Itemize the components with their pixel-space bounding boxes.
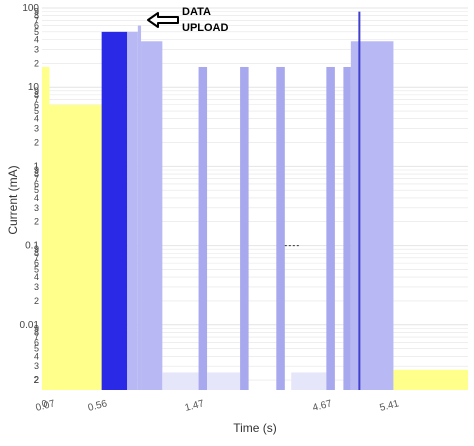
y-tick-label: 9 bbox=[34, 244, 39, 254]
y-tick-label: 3 bbox=[34, 203, 39, 213]
bar-pulse-7 bbox=[198, 66, 208, 390]
y-tick-label: 3 bbox=[34, 44, 39, 54]
current-bars bbox=[42, 25, 468, 391]
y-tick-label: 4 bbox=[34, 35, 39, 45]
y-tick-label: 2 bbox=[34, 375, 39, 385]
y-tick-label: 6 bbox=[34, 337, 39, 347]
bar-sleep-8 bbox=[207, 372, 241, 390]
y-tick-label: 6 bbox=[34, 258, 39, 268]
x-tick-label: 4.67 bbox=[311, 398, 333, 414]
y-tick-label: 4 bbox=[34, 114, 39, 124]
y-tick-label: 2 bbox=[33, 375, 39, 386]
bar-pulse-12 bbox=[326, 66, 335, 390]
y-tick-label: 3 bbox=[34, 361, 39, 371]
x-tick-label: 5.41 bbox=[379, 398, 401, 414]
y-tick-label: 3 bbox=[34, 124, 39, 134]
x-tick-label: 0 bbox=[41, 398, 50, 410]
y-tick-label: 9 bbox=[34, 323, 39, 333]
x-tick-label: 1.47 bbox=[184, 398, 206, 414]
bar-idle-0 bbox=[42, 66, 50, 390]
y-tick-label: 7 bbox=[34, 15, 39, 25]
y-tick-label: 7 bbox=[34, 253, 39, 263]
y-tick-label: 8 bbox=[34, 248, 39, 258]
y-tick-label: 9 bbox=[34, 165, 39, 175]
y-tick-label: 100 bbox=[22, 3, 39, 14]
bar-active-14 bbox=[350, 41, 394, 390]
y-tick-label: 3 bbox=[34, 282, 39, 292]
bar-idle-1 bbox=[49, 104, 102, 391]
left-arrow-icon bbox=[147, 12, 179, 28]
y-tick-label: 5 bbox=[34, 185, 39, 195]
y-tick-label: 5 bbox=[34, 264, 39, 274]
y-tick-label: 10 bbox=[28, 82, 40, 93]
y-tick-label: 6 bbox=[34, 21, 39, 31]
y-tick-label: 8 bbox=[34, 11, 39, 21]
bar-sleep-11 bbox=[291, 372, 327, 390]
y-tick-label: 4 bbox=[34, 351, 39, 361]
bar-idle-15 bbox=[393, 369, 468, 390]
y-tick-label: 2 bbox=[34, 58, 39, 68]
y-tick-label: 4 bbox=[34, 272, 39, 282]
y-tick-label: 7 bbox=[34, 174, 39, 184]
y-tick-labels: 1987654321098765432100987654320.19876543… bbox=[20, 3, 40, 386]
x-tick-labels: 00.07 0.56 1.47 4.67 5.41 bbox=[35, 398, 401, 414]
y-tick-label: 8 bbox=[34, 327, 39, 337]
x-axis-title: Time (s) bbox=[233, 421, 277, 435]
data-upload-annotation: DATA UPLOAD bbox=[147, 6, 229, 34]
x-tick-label: 0.56 bbox=[87, 398, 109, 414]
y-tick-label: 1 bbox=[33, 161, 39, 172]
x-tick-label: 0.07 bbox=[35, 398, 57, 414]
y-tick-label: 8 bbox=[34, 90, 39, 100]
y-tick-label: 6 bbox=[34, 179, 39, 189]
y-tick-label: 9 bbox=[34, 86, 39, 96]
y-tick-label: 2 bbox=[34, 296, 39, 306]
y-tick-label: 8 bbox=[34, 169, 39, 179]
bar-pulse-13 bbox=[343, 66, 351, 390]
y-tick-label: 5 bbox=[34, 106, 39, 116]
y-tick-label: 6 bbox=[34, 100, 39, 110]
bar-pulse-10 bbox=[276, 66, 285, 390]
annotation-line-1: DATA bbox=[182, 6, 211, 18]
y-tick-label: 0.1 bbox=[25, 241, 39, 252]
bar-radio-2 bbox=[101, 31, 128, 391]
bar-pulse-9 bbox=[240, 66, 249, 390]
bar-active-4 bbox=[137, 25, 142, 390]
bar-active-5 bbox=[141, 41, 163, 390]
bar-active-3 bbox=[127, 31, 138, 391]
y-tick-label: 0.01 bbox=[20, 320, 40, 331]
annotation-line-2: UPLOAD bbox=[182, 22, 229, 34]
y-axis-title: Current (mA) bbox=[6, 165, 20, 234]
bar-sleep-6 bbox=[162, 372, 199, 390]
y-tick-label: 7 bbox=[34, 94, 39, 104]
y-tick-label: 7 bbox=[34, 332, 39, 342]
y-tick-label: 5 bbox=[34, 344, 39, 354]
y-tick-label: 4 bbox=[34, 193, 39, 203]
y-tick-label: 2 bbox=[34, 217, 39, 227]
y-tick-label: 5 bbox=[34, 27, 39, 37]
y-tick-label: 2 bbox=[34, 138, 39, 148]
y-tick-label: 9 bbox=[34, 7, 39, 17]
